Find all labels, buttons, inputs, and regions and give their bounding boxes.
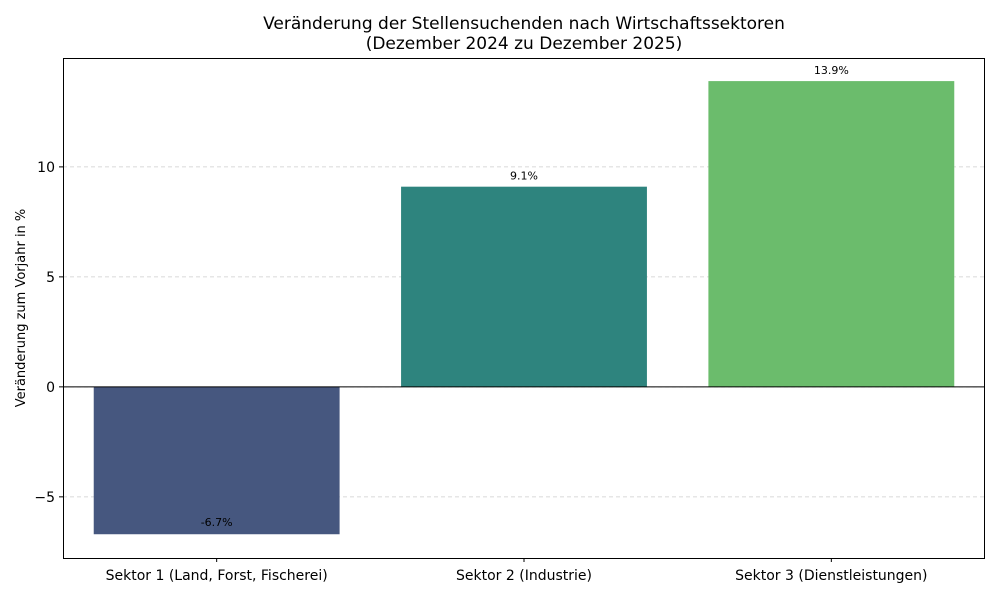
bar [93,386,340,535]
bar [401,186,647,387]
y-tick-label: −5 [34,490,55,506]
bar [708,81,955,387]
data-label: 9.1% [510,170,538,183]
data-label: -6.7% [201,516,233,529]
y-axis-label: Veränderung zum Vorjahr in % [14,209,29,408]
x-tick-label: Sektor 1 (Land, Forst, Fischerei) [106,568,328,584]
chart-subtitle: (Dezember 2024 zu Dezember 2025) [366,34,683,54]
x-tick-label: Sektor 3 (Dienstleistungen) [735,568,927,584]
x-tick-label: Sektor 2 (Industrie) [456,568,592,584]
chart-title: Veränderung der Stellensuchenden nach Wi… [263,14,785,34]
y-tick-label: 10 [37,160,55,176]
y-tick-label: 5 [46,270,55,286]
data-label: 13.9% [814,64,849,77]
y-tick-label: 0 [46,380,55,396]
